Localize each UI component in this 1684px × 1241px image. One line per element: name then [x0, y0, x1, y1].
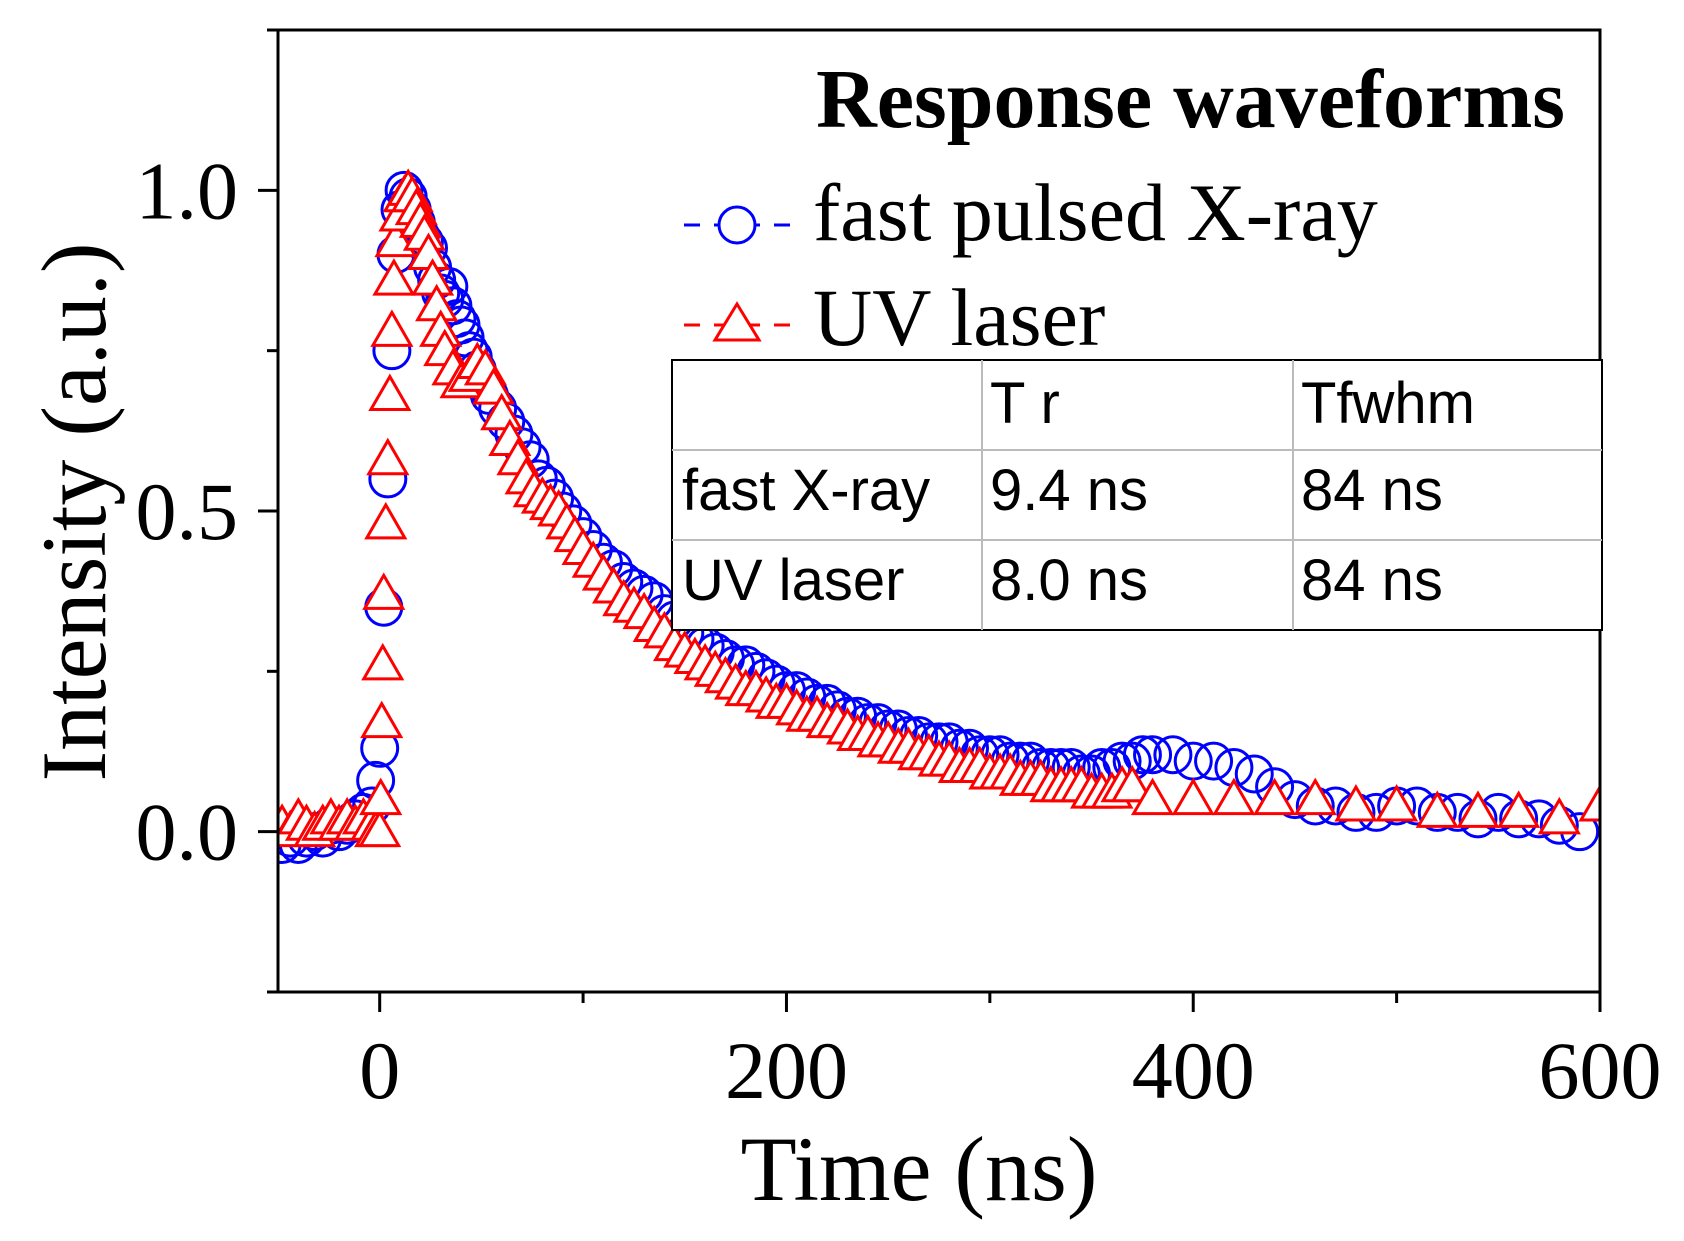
y-axis-title: Intensity (a.u.): [23, 242, 125, 781]
y-tick-label: 0.5: [136, 466, 239, 557]
table-cell-row1-tfwhm: 84 ns: [1301, 458, 1443, 523]
table-cell-row2-label: UV laser: [682, 548, 904, 613]
uv-laser-data-point: [1252, 777, 1297, 816]
uv-laser-data-point: [471, 367, 516, 405]
y-axis-ticks: 0.0 0.5 1.0: [136, 28, 278, 994]
y-tick-label: 1.0: [136, 145, 239, 236]
legend: Response waveforms fast pulsed X-ray UV …: [684, 53, 1565, 363]
uv-laser-data-point: [1334, 784, 1378, 822]
uv-laser-data-point: [1171, 777, 1215, 816]
table-frame: [671, 359, 1603, 631]
series-uv-laser: [278, 168, 1600, 848]
legend-title: Response waveforms: [816, 53, 1565, 146]
table-cell-row1-label: fast X-ray: [682, 458, 930, 523]
uv-laser-data-point: [368, 373, 412, 412]
uv-laser-data-point: [1130, 777, 1175, 816]
uv-laser-data-point: [366, 437, 410, 476]
uv-laser-data-point: [480, 392, 524, 431]
x-tick-label: 600: [1539, 1025, 1662, 1116]
xray-data-point: [1133, 735, 1173, 775]
uv-laser-data-point: [358, 809, 402, 848]
uv-laser-data-point: [1375, 784, 1419, 822]
uv-laser-data-point: [361, 642, 405, 681]
x-axis-title: Time (ns): [741, 1118, 1098, 1220]
uv-laser-data-point: [1110, 764, 1154, 803]
x-tick-label: 200: [725, 1025, 848, 1116]
legend-triangle-marker: [712, 301, 762, 342]
legend-label-uv-laser: UV laser: [813, 272, 1105, 363]
uv-laser-data-point: [359, 777, 403, 816]
legend-label-fast-xray: fast pulsed X-ray: [813, 167, 1378, 258]
table-header-tfwhm: Tfwhm: [1301, 371, 1475, 436]
table-header-tr: T r: [990, 371, 1060, 436]
legend-entry-uv-laser: UV laser: [684, 272, 1105, 363]
y-tick-label: 0.0: [136, 787, 239, 878]
uv-laser-data-point: [1578, 784, 1600, 822]
uv-laser-data-point: [370, 309, 414, 347]
xray-data-point: [1234, 754, 1274, 794]
xray-data-point: [1194, 741, 1234, 781]
legend-circle-marker: [717, 205, 757, 245]
x-tick-label: 0: [359, 1025, 400, 1116]
uv-laser-data-point: [1456, 790, 1500, 828]
table-cell-row1-tr: 9.4 ns: [990, 458, 1148, 523]
table-cell-row2-tfwhm: 84 ns: [1301, 548, 1443, 613]
uv-laser-data-point: [1497, 790, 1541, 828]
uv-laser-data-point: [1537, 796, 1581, 835]
xray-data-point: [1153, 735, 1193, 775]
legend-entry-fast-xray: fast pulsed X-ray: [684, 167, 1378, 258]
uv-laser-data-point: [362, 572, 406, 610]
uv-laser-data-point: [364, 501, 408, 540]
uv-laser-data-point: [1212, 777, 1256, 816]
uv-laser-data-point: [360, 700, 404, 739]
uv-laser-data-point: [1415, 790, 1459, 828]
uv-laser-data-point: [372, 258, 416, 296]
parameter-table: T r Tfwhm fast X-ray 9.4 ns 84 ns UV las…: [671, 359, 1603, 631]
uv-laser-data-point: [1293, 777, 1337, 816]
x-axis-ticks: 0 200 400 600: [359, 992, 1662, 1116]
x-tick-label: 400: [1132, 1025, 1255, 1116]
table-cell-row2-tr: 8.0 ns: [990, 548, 1148, 613]
xray-data-point: [1122, 735, 1162, 775]
